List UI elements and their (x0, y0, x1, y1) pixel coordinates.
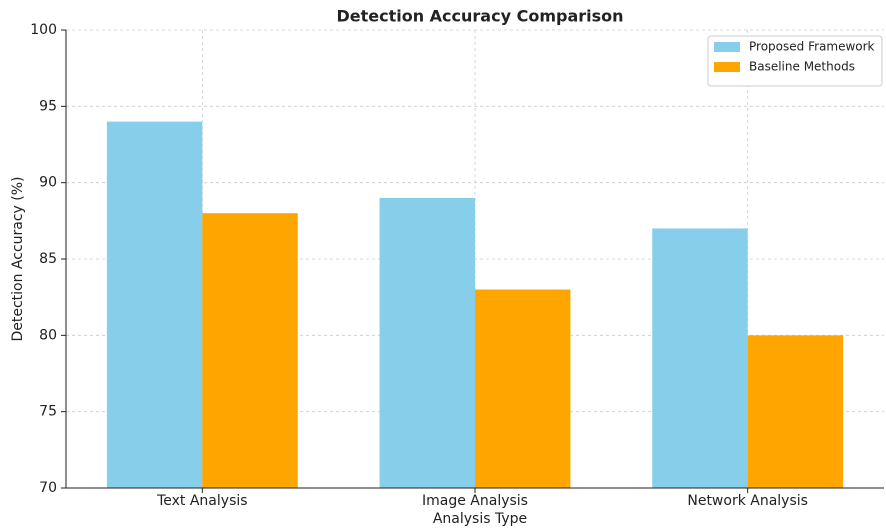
y-tick-label: 85 (39, 251, 57, 267)
legend-box (707, 35, 883, 87)
x-tick-label: Image Analysis (422, 493, 528, 509)
bar (652, 228, 748, 488)
y-tick-label: 100 (30, 22, 57, 38)
x-tick-label: Text Analysis (156, 493, 247, 509)
x-tick-label: Network Analysis (687, 493, 808, 509)
bar (106, 121, 203, 488)
chart-title: Detection Accuracy Comparison (336, 7, 623, 26)
y-tick-label: 80 (39, 327, 57, 343)
x-axis-label: Analysis Type (433, 511, 527, 527)
legend-swatch (714, 62, 740, 72)
y-tick-label: 90 (39, 175, 57, 191)
y-tick-label: 95 (39, 98, 57, 114)
bar (202, 213, 298, 488)
bar (379, 197, 475, 488)
bar (747, 335, 844, 488)
y-axis-label: Detection Accuracy (%) (10, 176, 26, 341)
bar (475, 289, 571, 488)
legend-swatch (714, 42, 740, 52)
y-tick-label: 70 (39, 480, 57, 496)
y-tick-label: 75 (39, 404, 57, 420)
legend-label: Baseline Methods (749, 60, 855, 74)
legend-label: Proposed Framework (749, 40, 875, 54)
